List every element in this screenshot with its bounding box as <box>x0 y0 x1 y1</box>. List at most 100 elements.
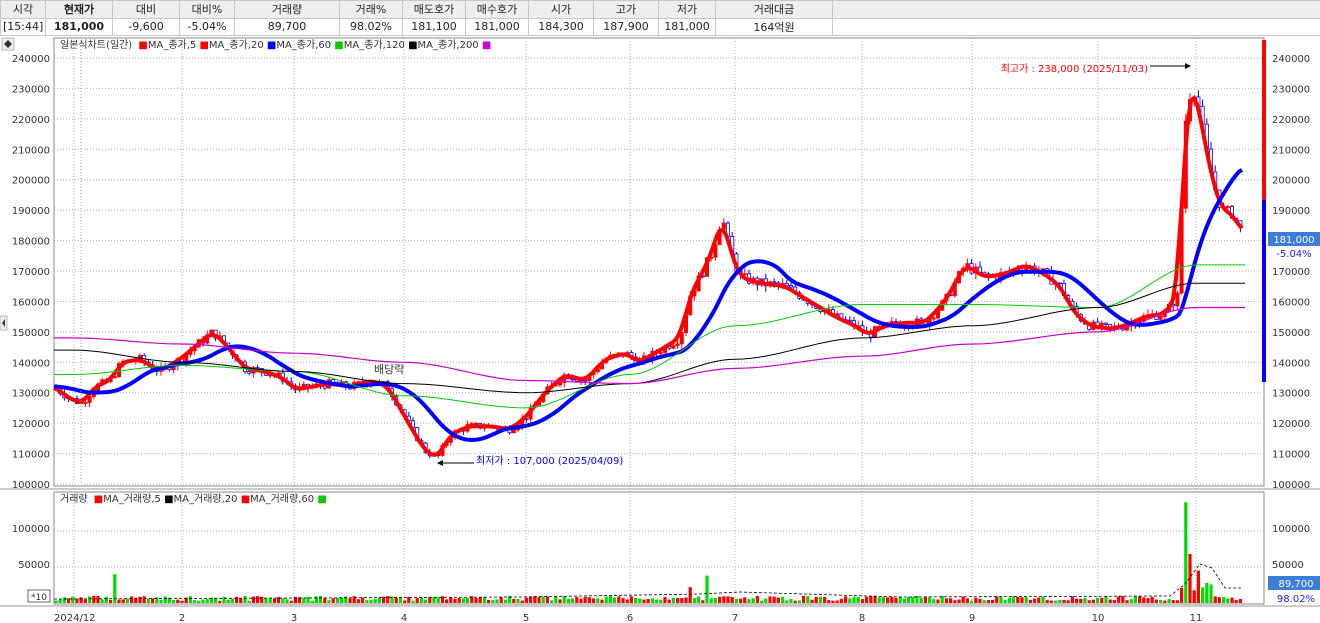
volume-bar <box>289 600 293 603</box>
volume-bar <box>604 596 608 603</box>
volume-bar <box>932 599 936 603</box>
volume-bar <box>121 599 125 603</box>
volume-bar <box>600 599 604 603</box>
volume-bar <box>386 596 390 603</box>
volume-bar <box>1196 570 1200 603</box>
quote-header: 대비% <box>179 0 235 19</box>
price-y-tick: 160000 <box>12 297 50 308</box>
quote-header: 거래대금 <box>715 0 833 19</box>
quote-volume-pct: 98.02% <box>339 17 403 36</box>
volume-bar <box>995 596 999 603</box>
low-price-annotation: 최저가 : 107,000 (2025/04/09) <box>476 455 623 467</box>
volume-bar <box>176 599 180 603</box>
volume-bar <box>583 597 587 603</box>
price-legend: 일본식차트(일간) ■MA_종가,5 ■MA_종가,20 ■MA_종가,60 ■… <box>60 39 491 51</box>
volume-scale-label: *10 <box>31 593 47 603</box>
volume-bar <box>424 599 428 603</box>
volume-bar <box>688 587 692 603</box>
price-y-tick: 170000 <box>12 267 50 278</box>
volume-bar <box>1163 600 1167 603</box>
volume-bar <box>411 600 415 603</box>
quote-high: 187,900 <box>593 17 659 36</box>
candle-body <box>1158 316 1163 320</box>
volume-bar <box>75 598 79 603</box>
volume-bar <box>776 597 780 603</box>
volume-bar <box>306 596 310 603</box>
volume-bar <box>810 599 814 603</box>
volume-bar <box>298 597 302 603</box>
quote-filler <box>832 0 1320 19</box>
price-legend-item: MA_종가,60 <box>276 39 331 51</box>
volume-bar <box>646 599 650 603</box>
low-arrow-icon <box>437 460 443 466</box>
volume-bar <box>281 598 285 603</box>
volume-bar <box>390 596 394 603</box>
volume-legend-item: MA_거래량,60 <box>250 493 314 505</box>
volume-bar <box>461 598 465 603</box>
volume-bar <box>978 598 982 603</box>
volume-bar <box>277 597 281 603</box>
volume-bar <box>285 599 289 603</box>
candle-body <box>671 345 676 349</box>
volume-bar <box>1142 597 1146 603</box>
volume-bar <box>873 595 877 603</box>
price-y-tick-right: 190000 <box>1272 206 1310 217</box>
volume-bar <box>201 599 205 603</box>
volume-bar <box>1133 596 1137 603</box>
stock-chart[interactable]: 240000 230000 220000 210000 200000 190000 1800… <box>0 36 1320 623</box>
volume-bar <box>911 596 915 603</box>
volume-bar <box>734 598 738 603</box>
price-y-tick-right: 160000 <box>1272 297 1310 308</box>
volume-bar <box>860 599 864 603</box>
volume-bar <box>256 596 260 603</box>
volume-bar <box>226 599 230 603</box>
volume-bar <box>844 596 848 603</box>
volume-bar <box>596 598 600 603</box>
volume-legend-item: MA_거래량,20 <box>174 493 238 505</box>
volume-bar <box>772 596 776 603</box>
price-y-tick: 240000 <box>12 54 50 65</box>
scroll-arrows-icon[interactable] <box>1 37 15 51</box>
candle-body <box>570 378 575 381</box>
volume-bar <box>919 598 923 603</box>
quote-open: 184,300 <box>528 17 594 36</box>
volume-bar <box>1012 596 1016 603</box>
volume-bar <box>768 596 772 603</box>
price-legend-item: MA_종가,120 <box>344 39 405 51</box>
volume-bar <box>319 596 323 603</box>
quote-change: -9,600 <box>112 17 180 36</box>
volume-bar <box>730 597 734 603</box>
volume-bar <box>62 597 66 603</box>
volume-bar <box>760 600 764 603</box>
volume-bar <box>558 599 562 603</box>
volume-bar <box>936 599 940 603</box>
price-legend-title: 일본식차트(일간) <box>60 39 132 51</box>
expand-left-icon[interactable] <box>0 315 8 331</box>
volume-bar <box>940 595 944 603</box>
volume-bar <box>146 598 150 603</box>
volume-bar <box>886 597 890 603</box>
quote-header: 시가 <box>528 0 594 19</box>
volume-bar <box>243 595 247 603</box>
volume-bar <box>239 598 243 603</box>
volume-bar <box>1230 597 1234 603</box>
volume-bar <box>466 598 470 603</box>
volume-bar <box>470 596 474 603</box>
volume-bar <box>340 597 344 603</box>
volume-bar <box>453 598 457 603</box>
volume-bar <box>482 597 486 603</box>
quote-current-price: 181,000 <box>45 17 113 36</box>
volume-bar <box>802 595 806 603</box>
volume-bar <box>1049 600 1053 603</box>
volume-bar <box>260 596 264 603</box>
volume-bar <box>613 597 617 603</box>
volume-bar <box>516 599 520 603</box>
price-y-tick-right: 170000 <box>1272 267 1310 278</box>
volume-bar <box>109 599 113 603</box>
volume-bar <box>1146 598 1150 603</box>
volume-bar <box>474 597 478 603</box>
quote-low: 181,000 <box>658 17 716 36</box>
volume-legend: 거래량 ■MA_거래량,5 ■MA_거래량,20 ■MA_거래량,60 ■ <box>60 493 327 505</box>
volume-bar <box>314 596 318 603</box>
volume-bar <box>902 598 906 603</box>
